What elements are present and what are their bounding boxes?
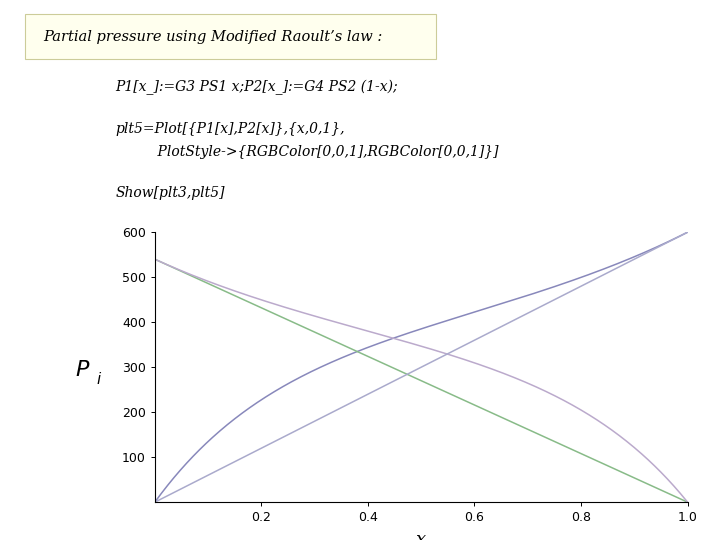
- Text: $P$: $P$: [75, 359, 91, 381]
- Text: Partial pressure using Modified Raoult’s law :: Partial pressure using Modified Raoult’s…: [43, 30, 382, 44]
- X-axis label: x: x: [416, 531, 426, 540]
- Text: P1[x_]:=G3 PS1 x;P2[x_]:=G4 PS2 (1-x);: P1[x_]:=G3 PS1 x;P2[x_]:=G4 PS2 (1-x);: [115, 80, 398, 95]
- Text: plt5=Plot[{P1[x],P2[x]},{x,0,1},: plt5=Plot[{P1[x],P2[x]},{x,0,1},: [115, 122, 345, 136]
- Text: PlotStyle->{RGBColor[0,0,1],RGBColor[0,0,1]}]: PlotStyle->{RGBColor[0,0,1],RGBColor[0,0…: [140, 145, 499, 159]
- Text: $i$: $i$: [96, 371, 102, 387]
- Text: Show[plt3,plt5]: Show[plt3,plt5]: [115, 186, 225, 200]
